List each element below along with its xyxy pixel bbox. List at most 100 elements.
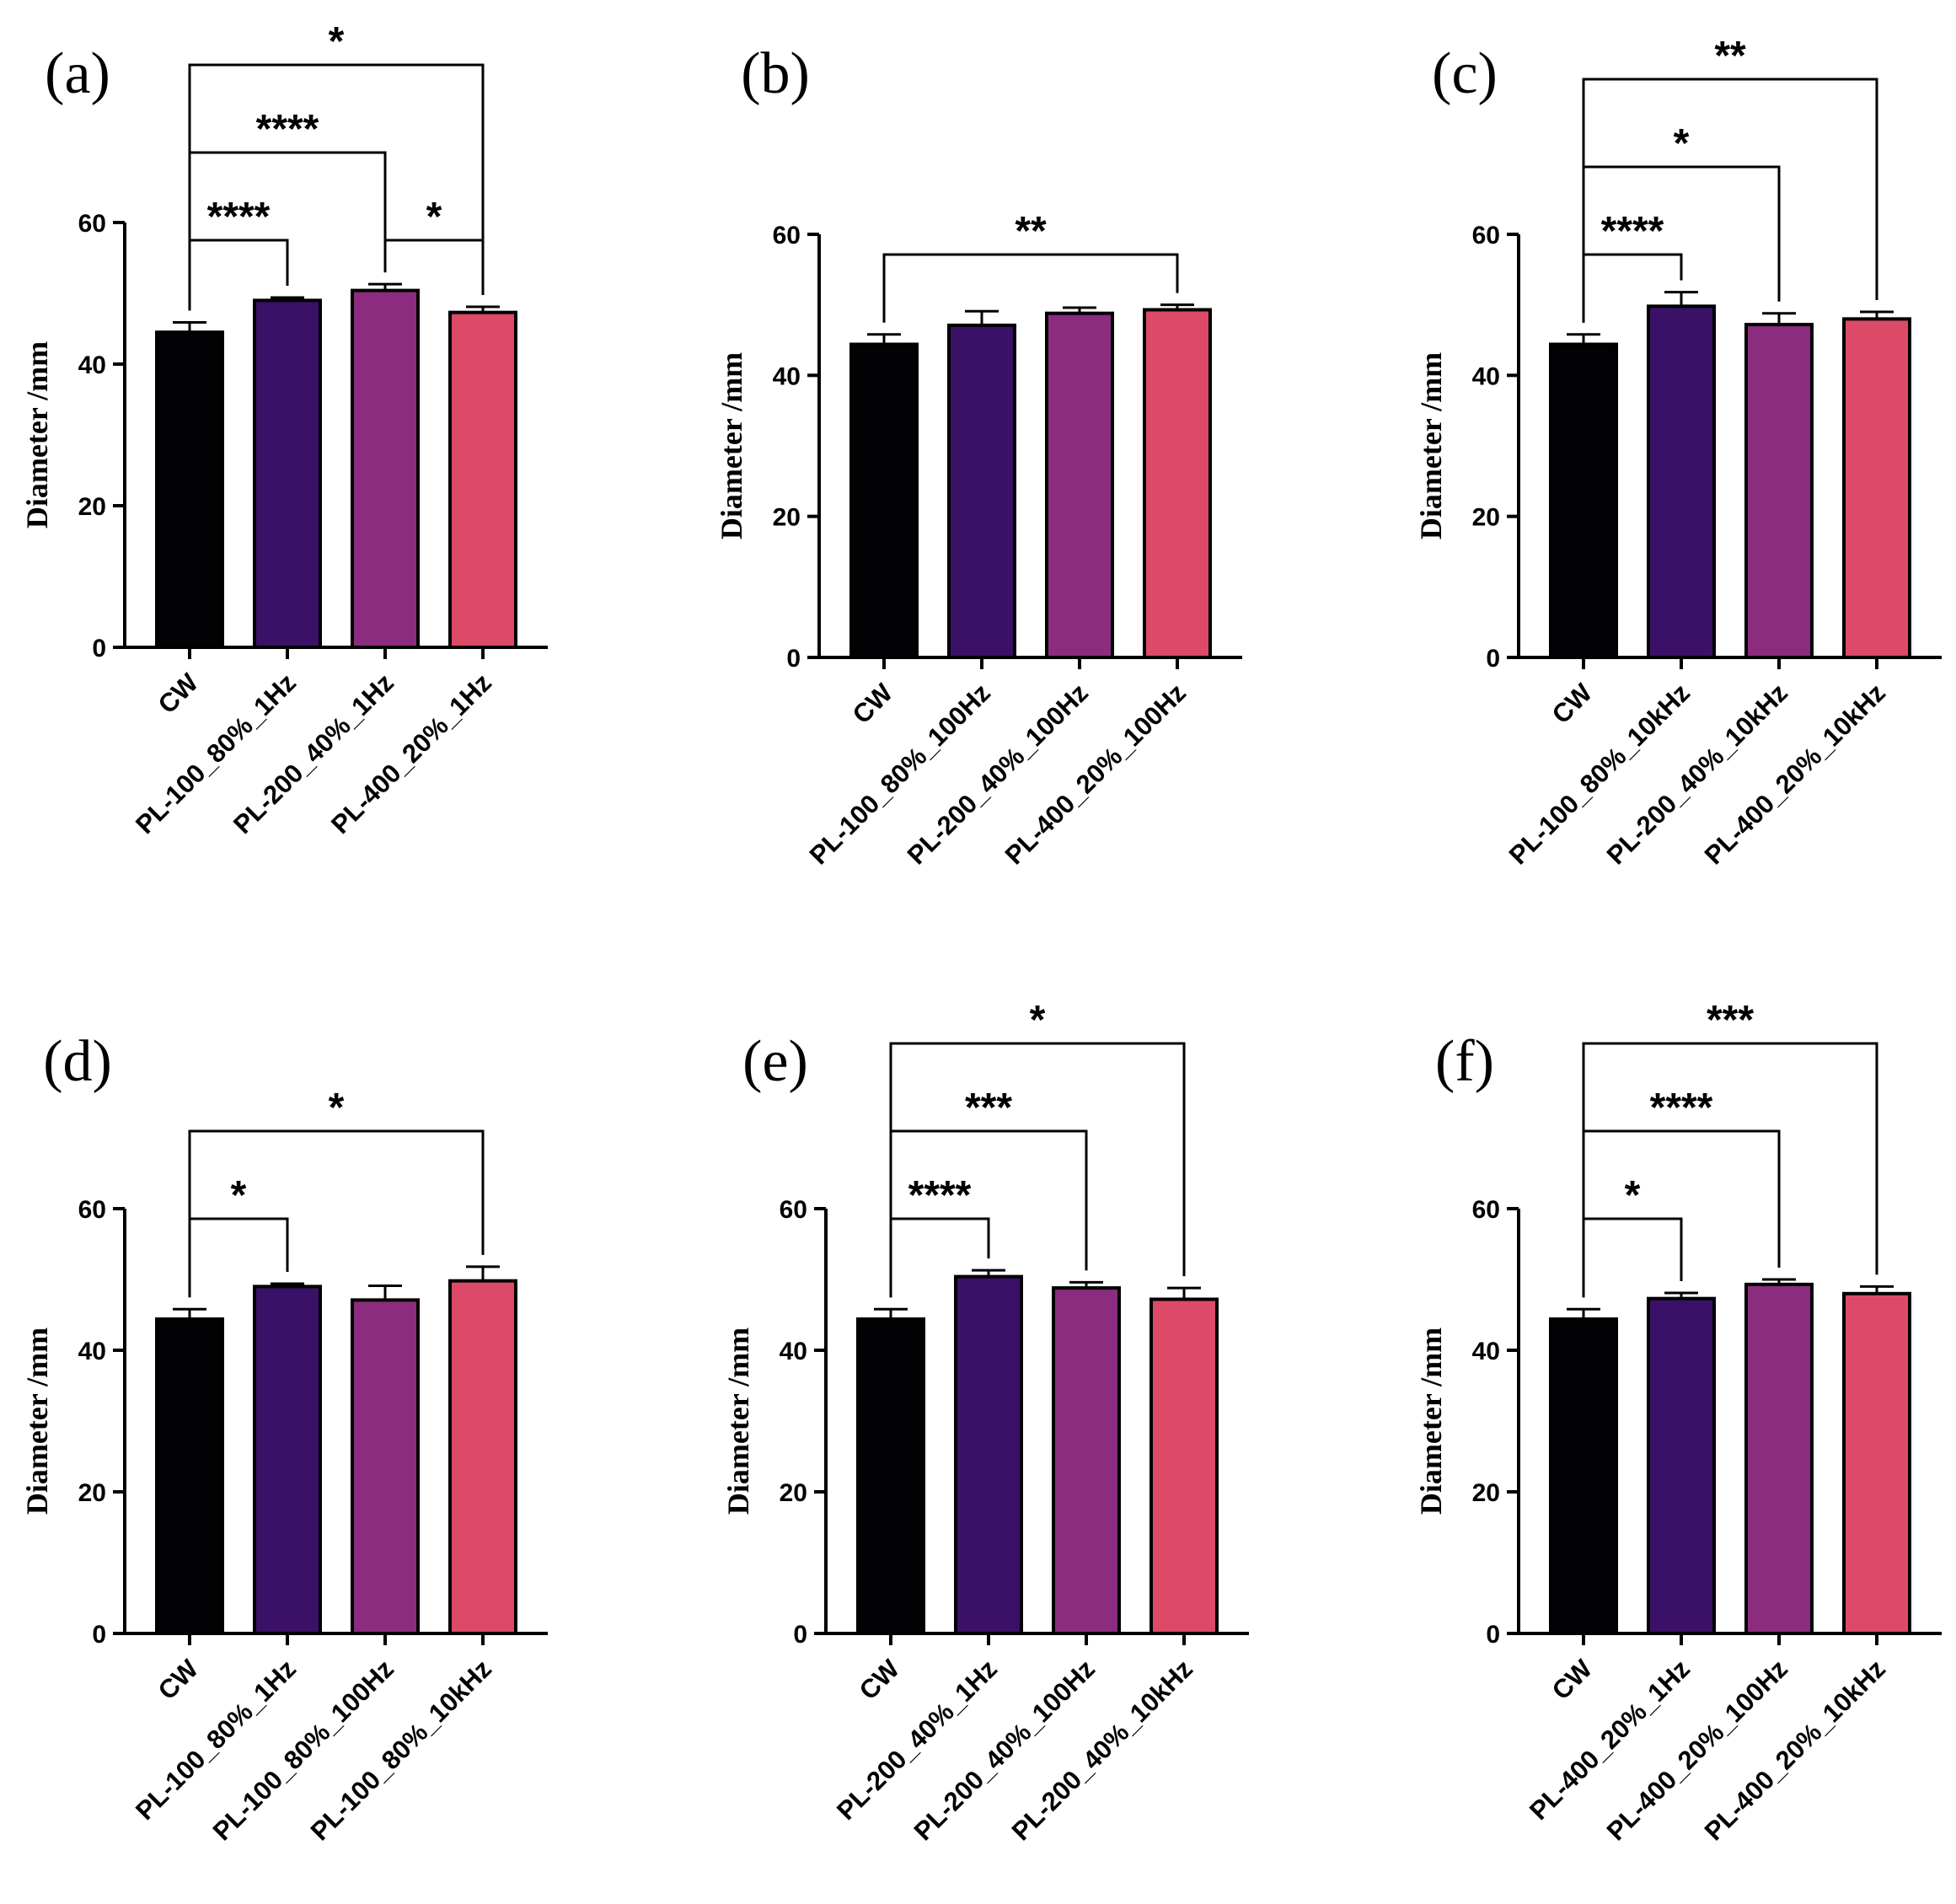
category-label: PL-200_40%_100Hz — [902, 678, 1094, 870]
chart-panel-d: (d) 0 20 40 60 Diameter /mm CWPL-100_80%_1HzPL… — [20, 1029, 548, 1846]
category-label: CW — [847, 678, 899, 730]
significance-label: *** — [1707, 998, 1754, 1043]
bar-2 — [253, 1285, 322, 1636]
y-tick-label: 0 — [793, 1621, 807, 1649]
significance-label: ** — [1714, 34, 1746, 78]
y-axis-title: Diameter /mm — [1414, 1327, 1448, 1515]
y-axis-title: Diameter /mm — [721, 1327, 755, 1515]
significance-label: **** — [908, 1173, 972, 1218]
category-label: PL-100_80%_1Hz — [130, 1654, 302, 1826]
y-tick-label: 60 — [1472, 1196, 1500, 1224]
chart-panel-f: (f) 0 20 40 60 Diameter /mm CWPL-400_20%_1HzPL… — [1414, 998, 1942, 1846]
chart-panel-a: (a) 0 20 40 60 Diameter /mm CWPL-100_80%_1HzPL… — [20, 19, 548, 839]
y-tick-label: 40 — [78, 351, 106, 379]
significance-label: **** — [256, 107, 319, 152]
significance-label: * — [231, 1173, 247, 1218]
y-axis-title: Diameter /mm — [1414, 352, 1448, 539]
y-tick-label: 0 — [1486, 645, 1500, 673]
bar-3 — [1744, 323, 1814, 659]
significance-label: * — [1030, 998, 1046, 1043]
category-label: PL-100_80%_10kHz — [305, 1654, 497, 1846]
category-label: PL-200_40%_10kHz — [1006, 1654, 1198, 1846]
category-label: CW — [1546, 1654, 1599, 1706]
y-tick-label: 20 — [1472, 504, 1500, 532]
y-tick-label: 20 — [773, 504, 801, 532]
category-label: CW — [153, 1654, 205, 1706]
panel-label: (d) — [43, 1029, 112, 1094]
bar-2 — [1647, 304, 1716, 659]
category-label: CW — [854, 1654, 906, 1706]
category-label: PL-100_80%_10kHz — [1503, 678, 1696, 870]
bar-3 — [1744, 1282, 1814, 1635]
y-tick-label: 40 — [1472, 362, 1500, 390]
bar-1 — [856, 1317, 925, 1636]
y-tick-label: 60 — [780, 1196, 807, 1224]
bar-3 — [1045, 311, 1114, 659]
significance-bracket — [1582, 1042, 1878, 1298]
significance-label: **** — [207, 195, 271, 239]
significance-bracket — [188, 1129, 485, 1298]
significance-bracket — [1582, 78, 1878, 323]
y-tick-label: 0 — [92, 1621, 106, 1649]
bar-1 — [849, 342, 919, 659]
bar-4 — [1842, 317, 1911, 659]
bar-2 — [253, 298, 322, 649]
category-label: PL-100_80%_100Hz — [207, 1654, 399, 1846]
bar-4 — [1149, 1297, 1219, 1636]
y-tick-label: 60 — [773, 222, 801, 249]
category-label: PL-400_20%_1Hz — [1524, 1654, 1696, 1826]
category-label: PL-400_20%_10kHz — [1699, 1654, 1891, 1846]
bar-4 — [1143, 308, 1212, 659]
significance-label: * — [1625, 1173, 1641, 1218]
category-label: PL-400_20%_1Hz — [325, 668, 497, 839]
y-tick-label: 40 — [78, 1338, 106, 1365]
y-tick-label: 0 — [92, 635, 106, 662]
y-tick-label: 60 — [1472, 222, 1500, 249]
chart-panel-c: (c) 0 20 40 60 Diameter /mm CWPL-100_80%_10kHz… — [1414, 34, 1942, 870]
significance-bracket — [882, 253, 1179, 323]
significance-bracket — [383, 239, 485, 295]
bar-2 — [1647, 1296, 1716, 1636]
significance-label: * — [1674, 121, 1690, 166]
y-tick-label: 40 — [773, 362, 801, 390]
bar-1 — [155, 330, 224, 649]
y-axis-title: Diameter /mm — [20, 341, 54, 528]
chart-panel-b: (b) 0 20 40 60 Diameter /mm CWPL-100_80%_100Hz… — [715, 41, 1242, 870]
significance-label: * — [329, 19, 345, 64]
significance-label: ** — [1015, 209, 1047, 254]
y-tick-label: 20 — [78, 1479, 106, 1507]
panel-label: (e) — [742, 1029, 808, 1094]
y-tick-label: 60 — [78, 1196, 106, 1224]
significance-label: * — [426, 195, 442, 239]
y-tick-label: 60 — [78, 210, 106, 238]
panel-label: (b) — [741, 41, 810, 106]
y-axis-title: Diameter /mm — [20, 1327, 54, 1515]
bar-1 — [1549, 342, 1618, 659]
bar-4 — [1842, 1291, 1911, 1636]
y-tick-label: 40 — [1472, 1338, 1500, 1365]
significance-bracket — [889, 1042, 1186, 1298]
bar-3 — [1052, 1286, 1121, 1635]
category-label: PL-100_80%_100Hz — [804, 678, 996, 870]
bar-2 — [947, 323, 1016, 659]
y-axis-title: Diameter /mm — [715, 352, 748, 539]
bar-4 — [448, 310, 517, 649]
bar-2 — [954, 1274, 1023, 1635]
significance-bracket — [1582, 1217, 1683, 1298]
category-label: PL-200_40%_1Hz — [831, 1654, 1003, 1826]
significance-label: * — [329, 1086, 345, 1130]
bar-1 — [155, 1317, 224, 1636]
panel-label: (a) — [45, 41, 110, 106]
y-tick-label: 0 — [786, 645, 801, 673]
panel-label: (f) — [1435, 1029, 1494, 1094]
bar-1 — [1549, 1317, 1618, 1636]
category-label: PL-400_20%_10kHz — [1699, 678, 1891, 870]
significance-label: **** — [1650, 1086, 1713, 1130]
y-tick-label: 0 — [1486, 1621, 1500, 1649]
bar-3 — [351, 1298, 420, 1635]
category-label: PL-200_40%_100Hz — [908, 1654, 1101, 1846]
y-tick-label: 20 — [780, 1479, 807, 1507]
y-tick-label: 20 — [78, 493, 106, 521]
chart-panel-e: (e) 0 20 40 60 Diameter /mm CWPL-200_40%_1HzPL… — [721, 998, 1249, 1846]
